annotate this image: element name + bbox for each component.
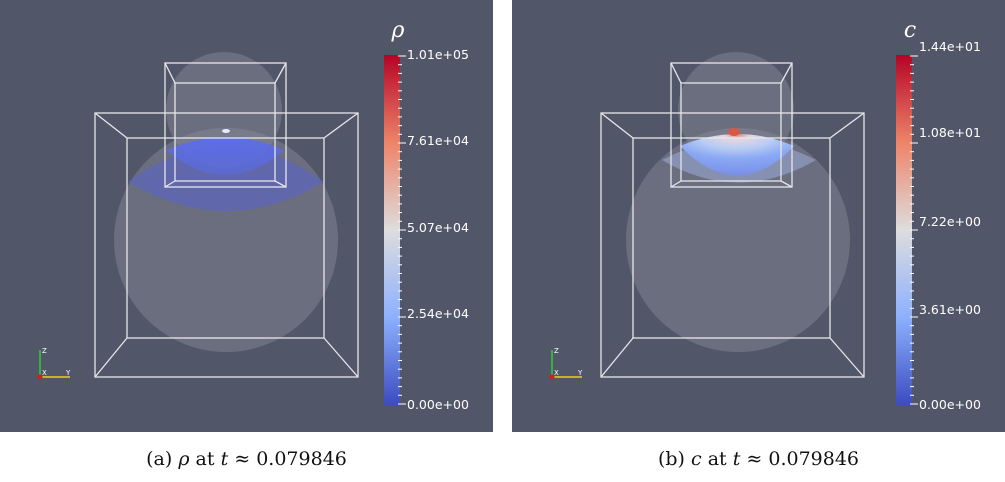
sphere-large <box>626 128 850 352</box>
colorbar-title: c <box>903 18 917 43</box>
colorbar-label-min: 0.00e+00 <box>919 397 981 412</box>
density-cap <box>166 137 284 175</box>
render-view-rho: ρ 1.01e+05 7.61e+04 5.07e+04 2.54e+04 0.… <box>0 0 493 432</box>
caption-symbol: ρ <box>178 448 190 470</box>
scene-c <box>600 52 865 378</box>
colorbar-label: 2.54e+04 <box>407 306 469 321</box>
axis-y-label: Y <box>577 369 583 377</box>
sphere-small <box>166 52 282 168</box>
colorbar-gradient <box>896 55 912 405</box>
colorbar-label: 7.22e+00 <box>919 214 981 229</box>
render-view-c: c 1.44e+01 1.08e+01 7.22e+00 3.61e+00 0.… <box>512 0 1005 432</box>
colorbar-title: ρ <box>391 18 405 43</box>
colorbar-ticks <box>398 55 406 405</box>
axis-y-label: Y <box>65 369 71 377</box>
caption-a: (a) ρ at t ≈ 0.079846 <box>0 448 493 470</box>
orientation-axes: Z X Y <box>549 347 583 380</box>
colorbar-label: 3.61e+00 <box>919 302 981 317</box>
colorbar-label-max: 1.44e+01 <box>919 39 981 54</box>
colorbar-label: 7.61e+04 <box>407 133 469 148</box>
scene-rho <box>94 52 359 378</box>
concentration-cap <box>680 134 794 176</box>
axis-x-label: X <box>554 369 559 377</box>
concentration-peak <box>728 128 740 136</box>
caption-prefix: (a) <box>146 448 173 470</box>
colorbar-ticks <box>910 55 918 405</box>
caption-t: t <box>220 448 229 470</box>
caption-b: (b) c at t ≈ 0.079846 <box>512 448 1005 470</box>
axis-x-label: X <box>42 369 47 377</box>
colorbar-label: 5.07e+04 <box>407 220 469 235</box>
density-peak <box>222 129 230 133</box>
colorbar-gradient <box>384 55 400 405</box>
caption-symbol: c <box>691 448 702 470</box>
wireframe-box <box>600 62 865 378</box>
axis-z-label: Z <box>42 347 47 355</box>
caption-at: at <box>195 448 215 470</box>
caption-value: ≈ 0.079846 <box>746 448 860 470</box>
caption-at: at <box>707 448 727 470</box>
colorbar-label-min: 0.00e+00 <box>407 397 469 412</box>
caption-prefix: (b) <box>657 448 685 470</box>
colorbar-label-max: 1.01e+05 <box>407 47 469 62</box>
caption-t: t <box>732 448 741 470</box>
orientation-axes: Z X Y <box>37 347 71 380</box>
caption-value: ≈ 0.079846 <box>234 448 347 470</box>
axis-z-label: Z <box>554 347 559 355</box>
colorbar-label: 1.08e+01 <box>919 125 981 140</box>
wireframe-box <box>94 62 359 378</box>
